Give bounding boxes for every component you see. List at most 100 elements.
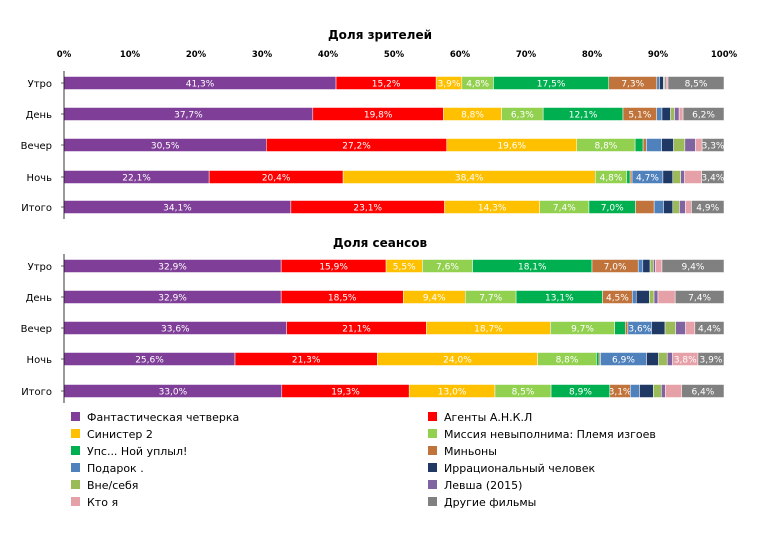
bar-segment [672, 170, 681, 184]
bar-segment [701, 138, 725, 152]
bar-segment [626, 170, 631, 184]
bar-segment [651, 321, 666, 335]
legend-swatch [71, 429, 80, 438]
legend: Фантастическая четверка Агенты А.Н.К.Л Син… [71, 411, 656, 509]
bar-segment [679, 200, 686, 214]
data-label: 7,3% [621, 80, 644, 90]
data-label: 13,0% [438, 388, 467, 398]
bar-segment [634, 138, 644, 152]
data-label: 3,4% [701, 174, 724, 184]
legend-label: Другие фильмы [444, 496, 536, 509]
bar-segment [614, 321, 626, 335]
data-label: 18,1% [518, 263, 547, 273]
category-label: Вечер [21, 324, 52, 335]
data-label: 7,4% [553, 204, 576, 214]
bar-segment [665, 384, 683, 398]
data-label: 4,8% [600, 174, 623, 184]
bar-segment [637, 259, 644, 273]
bar-segment [681, 384, 725, 398]
x-tick-label: 30% [252, 50, 273, 60]
data-label: 32,9% [158, 263, 187, 273]
legend-label: Вне/себя [87, 479, 138, 492]
bar-segment [661, 138, 674, 152]
data-label: 3,8% [674, 356, 697, 366]
data-label: 9,4% [423, 294, 446, 304]
bar-segment [670, 107, 675, 121]
sessions-share-chart: Утро 32,9% 15,9% 5,5% 7,6% 18,1% 7,0% 9,4% День 3… [21, 254, 725, 403]
bar-segment [655, 259, 663, 273]
data-label: 22,1% [122, 174, 151, 184]
bar-segment [694, 321, 725, 335]
bar-segment [658, 352, 668, 366]
bar-segment [697, 352, 725, 366]
data-label: 7,4% [688, 294, 711, 304]
bar-segment [656, 76, 660, 90]
data-label: 18,5% [328, 294, 357, 304]
bar-segment [646, 138, 662, 152]
data-label: 24,0% [443, 356, 472, 366]
data-label: 19,6% [497, 142, 526, 152]
bar-segment [678, 107, 684, 121]
bar-segment [639, 384, 654, 398]
bar-segment [667, 76, 725, 90]
category-label: Ночь [27, 355, 53, 366]
bar-segment [701, 170, 725, 184]
bar-segment [629, 170, 633, 184]
data-label: 8,5% [685, 80, 708, 90]
data-label: 8,8% [461, 111, 484, 121]
legend-swatch [428, 497, 437, 506]
data-label: 15,9% [319, 263, 348, 273]
bar-segment [656, 107, 663, 121]
data-label: 3,9% [438, 80, 461, 90]
x-tick-label: 80% [582, 50, 603, 60]
data-label: 9,7% [571, 325, 594, 335]
data-label: 20,4% [262, 174, 291, 184]
bar-segment [661, 107, 671, 121]
data-label: 15,2% [372, 80, 401, 90]
data-label: 18,7% [474, 325, 503, 335]
data-label: 3,1% [609, 388, 632, 398]
category-label: Ночь [27, 173, 53, 184]
data-label: 3,3% [702, 142, 725, 152]
bar-segment [659, 76, 664, 90]
data-label: 41,3% [186, 80, 215, 90]
data-label: 37,7% [174, 111, 203, 121]
data-label: 33,6% [161, 325, 190, 335]
legend-swatch [71, 463, 80, 472]
x-tick-label: 90% [648, 50, 669, 60]
legend-swatch [71, 480, 80, 489]
data-label: 7,7% [479, 294, 502, 304]
data-label: 12,1% [569, 111, 598, 121]
bar-segment [674, 290, 725, 304]
bar-segment [642, 259, 651, 273]
bar-segment [664, 321, 676, 335]
bar-segment [684, 170, 702, 184]
bar-segment [657, 290, 676, 304]
bar-segment [653, 200, 664, 214]
data-label: 8,5% [512, 388, 535, 398]
bar-segment [691, 200, 725, 214]
legend-label: Иррациональный человек [444, 462, 596, 475]
viewers-share-chart: Утро 41,3% 15,2% 3,9% 4,8% 17,5% 7,3% 8,5% День 3… [21, 71, 725, 219]
data-label: 38,4% [455, 174, 484, 184]
bar-segment [653, 384, 662, 398]
data-label: 6,4% [691, 388, 714, 398]
data-label: 6,3% [511, 111, 534, 121]
bar-segment [663, 200, 674, 214]
data-label: 8,8% [594, 142, 617, 152]
data-label: 4,4% [698, 325, 721, 335]
data-label: 6,9% [612, 356, 635, 366]
legend-label: Миссия невыполнима: Племя изгоев [444, 428, 656, 441]
data-label: 7,0% [604, 263, 627, 273]
category-label: Итого [21, 203, 52, 214]
data-label: 21,1% [342, 325, 371, 335]
x-tick-label: 50% [384, 50, 405, 60]
data-label: 5,5% [393, 263, 416, 273]
bar-segment [649, 290, 655, 304]
bar-segment [661, 259, 725, 273]
category-label: Утро [28, 262, 52, 273]
data-label: 9,4% [682, 263, 705, 273]
bar-segment [675, 321, 686, 335]
legend-label: Подарок . [87, 462, 144, 475]
bar-segment [662, 170, 674, 184]
